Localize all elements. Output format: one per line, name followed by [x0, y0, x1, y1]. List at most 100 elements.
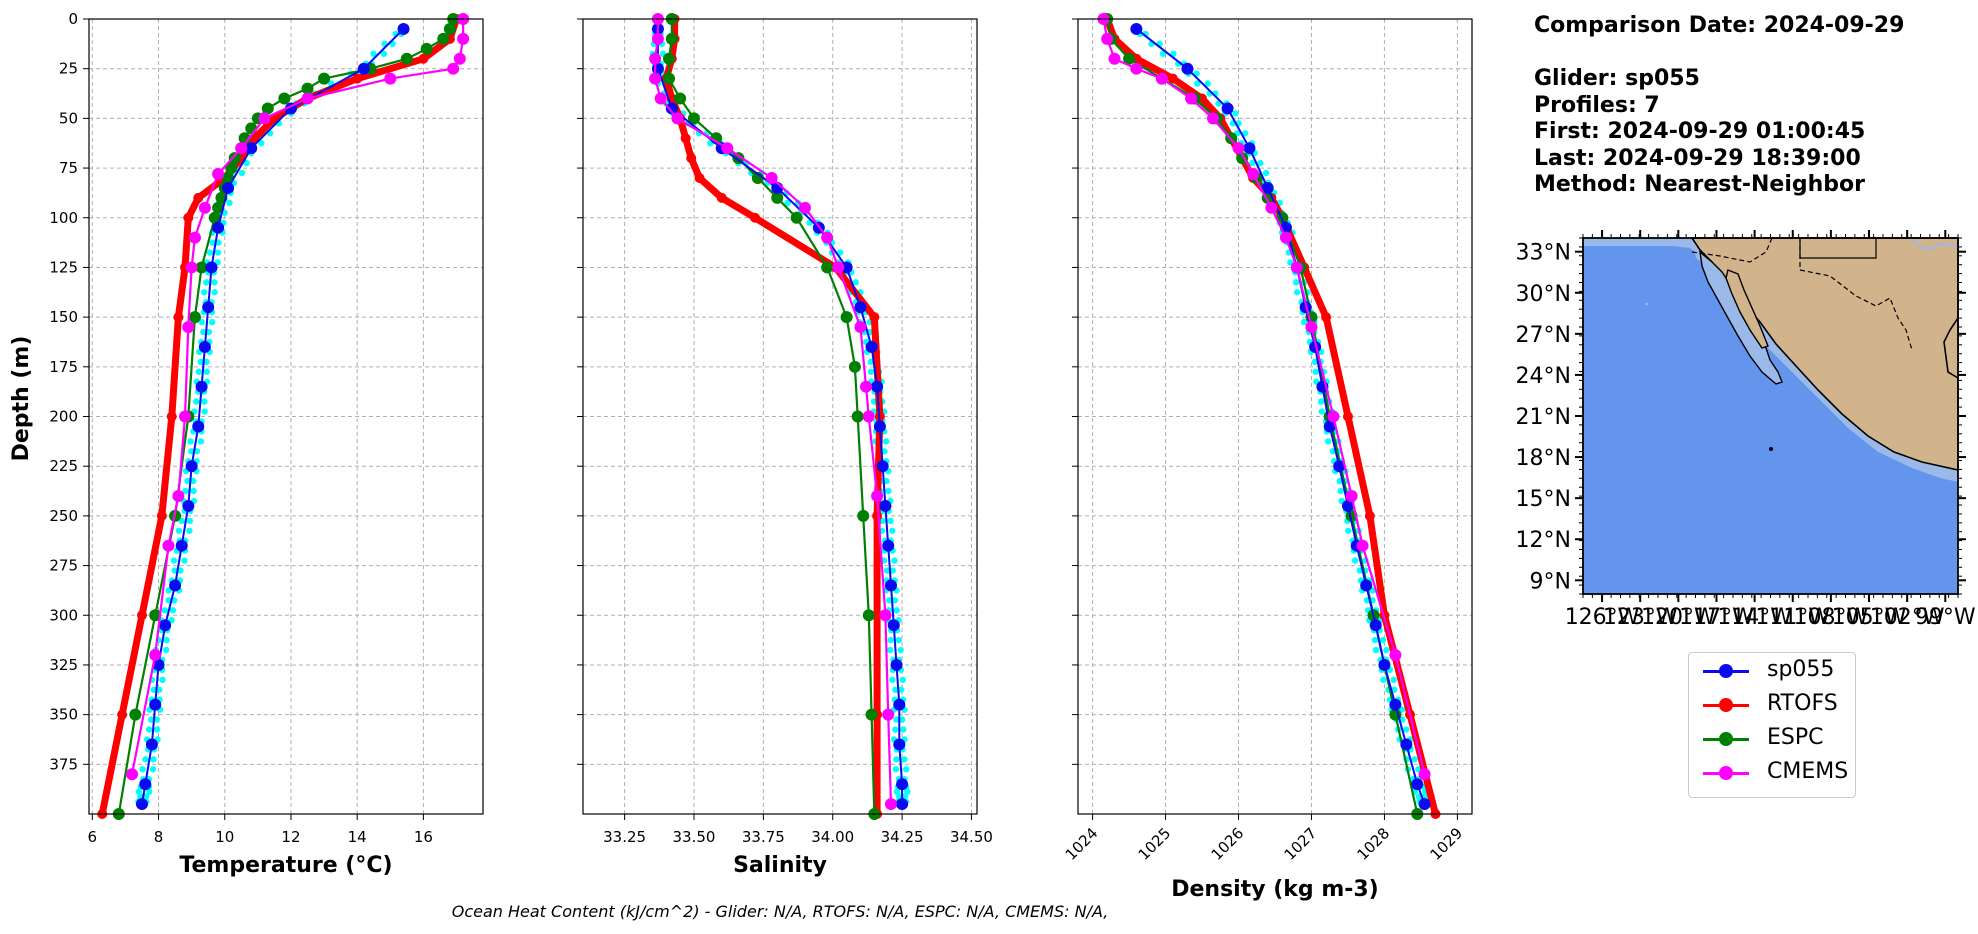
glider-raw-point: [882, 438, 890, 445]
glider-raw-point: [159, 676, 166, 684]
salinity-panel: 33.25 33.50 33.75 34.00 34.25 34.50 Salinity: [577, 13, 993, 878]
glider-raw-point: [198, 318, 205, 326]
glider-raw-point: [1379, 636, 1387, 644]
y-tick-label: 300: [49, 606, 78, 624]
glider-raw-point: [175, 527, 183, 534]
glider-raw-point: [211, 279, 218, 286]
glider-raw-point: [370, 50, 377, 57]
glider-raw-point: [889, 567, 896, 574]
series-point-sp055: [854, 301, 867, 314]
legend-marker: [1719, 766, 1733, 780]
glider-raw-point: [258, 140, 265, 147]
glider-raw-point: [893, 716, 900, 723]
glider-raw-point: [900, 726, 907, 733]
glider-raw-point: [885, 597, 893, 604]
glider-raw-point: [169, 607, 177, 614]
glider-raw-point: [146, 788, 153, 795]
map-state-borders: [1799, 238, 1913, 351]
map-island: [1769, 447, 1773, 451]
series-point-rtofs: [1167, 73, 1178, 84]
glider-raw-point: [208, 318, 216, 326]
series-point-cmems: [172, 490, 185, 502]
series-point-cmems: [258, 112, 271, 125]
x-tick-label: 34.50: [950, 828, 993, 846]
series-point-cmems: [1206, 112, 1219, 125]
y-tick-label: 100: [49, 209, 78, 227]
map-lat-label: 18°N: [1516, 446, 1571, 471]
glider-name: Glider: sp055: [1534, 66, 1700, 91]
glider-raw-point: [898, 716, 906, 723]
glider-raw-point: [203, 279, 210, 286]
series-point-sp055: [1389, 698, 1402, 711]
glider-raw-point: [203, 358, 210, 366]
glider-raw-point: [893, 756, 900, 763]
series-point-cmems: [126, 768, 139, 781]
y-tick-label: 75: [59, 159, 78, 177]
x-tick-label: 10: [215, 828, 234, 846]
glider-raw-point: [867, 358, 875, 366]
series-point-espc: [1123, 52, 1136, 65]
series-point-cmems: [212, 168, 225, 181]
glider-raw-point: [879, 517, 886, 525]
series-point-rtofs: [872, 610, 883, 621]
glider-raw-point: [1372, 646, 1380, 654]
x-axis-label: Temperature (°C): [179, 853, 392, 878]
series-point-sp055: [1418, 798, 1431, 811]
y-tick-label: 250: [49, 507, 78, 525]
x-tick-label: 34.00: [811, 828, 854, 846]
map-lon-label: 111°W: [1755, 605, 1830, 630]
map-gulf-coast: [1943, 317, 1959, 379]
series-point-cmems: [179, 410, 192, 423]
series-point-cmems: [1265, 201, 1278, 214]
series-point-cmems: [1290, 261, 1303, 274]
series-point-espc: [848, 360, 861, 373]
x-tick-label: 1026: [1208, 824, 1248, 864]
glider-raw-point: [784, 199, 791, 207]
series-point-cmems: [198, 201, 211, 214]
glider-raw-point: [135, 788, 143, 795]
series-point-espc: [301, 82, 314, 95]
series-point-sp055: [1378, 658, 1391, 671]
glider-raw-point: [887, 636, 894, 644]
series-point-espc: [771, 191, 784, 204]
glider-raw-point: [903, 766, 910, 773]
series-point-cmems: [1130, 62, 1143, 75]
glider-raw-point: [1262, 169, 1270, 177]
series-point-espc: [665, 32, 678, 45]
series-point-cmems: [649, 72, 662, 85]
legend-label: ESPC: [1767, 725, 1824, 750]
series-point-espc: [149, 609, 162, 622]
map-lat-label: 24°N: [1516, 364, 1571, 389]
series-point-sp055: [222, 181, 235, 194]
series-point-cmems: [182, 321, 195, 334]
legend-label: sp055: [1767, 657, 1835, 682]
glider-raw-point: [1232, 110, 1239, 117]
series-point-espc: [228, 152, 241, 165]
series-point-cmems: [1185, 92, 1198, 105]
glider-raw-point: [197, 358, 205, 366]
series-point-rtofs: [173, 312, 184, 323]
glider-raw-point: [163, 646, 170, 654]
legend-item-rtofs: RTOFS: [1697, 689, 1847, 723]
series-point-sp055: [1369, 619, 1382, 632]
series-point-espc: [261, 102, 274, 115]
series-point-sp055: [397, 22, 410, 35]
series-point-espc: [851, 410, 864, 423]
glider-raw-point: [1300, 318, 1308, 326]
comparison-info: Comparison Date: 2024-09-29 Glider: sp05…: [1534, 13, 1904, 199]
x-tick-label: 1028: [1354, 824, 1394, 864]
series-point-cmems: [1389, 649, 1402, 661]
series-point-rtofs: [680, 133, 691, 144]
series-point-cmems: [854, 321, 867, 334]
glider-raw-point: [238, 169, 246, 177]
series-point-sp055: [1181, 62, 1194, 75]
y-tick-label: 325: [49, 656, 78, 674]
map-lon-label: 126°W: [1565, 605, 1640, 630]
series-point-cmems: [1279, 231, 1292, 244]
series-line-cmems: [130, 19, 465, 775]
series-point-cmems: [1101, 32, 1114, 45]
map-lat-label: 12°N: [1516, 528, 1571, 553]
series-point-sp055: [182, 499, 195, 512]
y-tick-label: 275: [49, 557, 78, 575]
glider-raw-point: [889, 676, 896, 684]
